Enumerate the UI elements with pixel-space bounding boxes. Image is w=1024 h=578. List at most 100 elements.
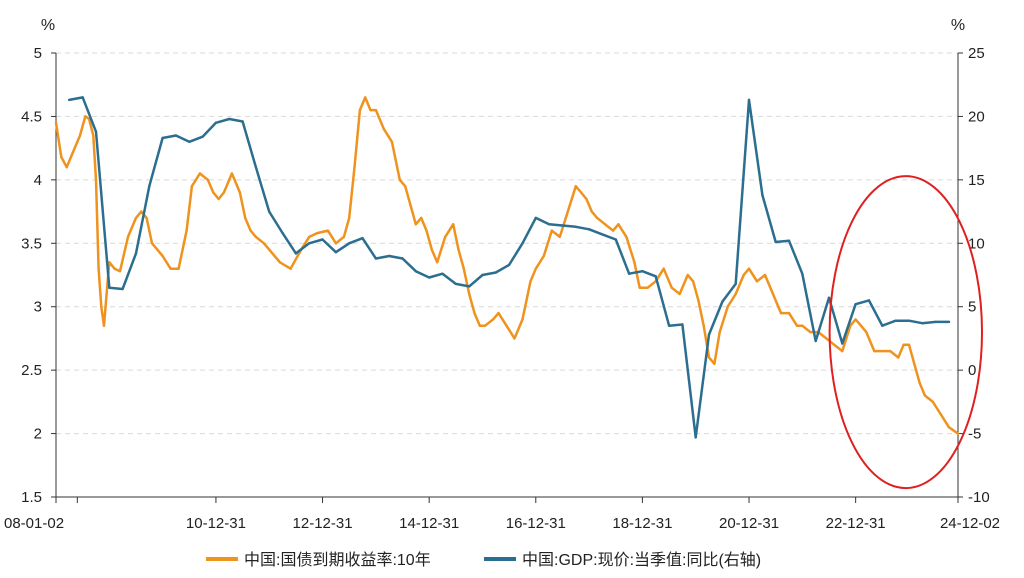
series-0-point-125 (865, 330, 868, 334)
right-tick-label-7: 25 (968, 45, 985, 62)
x-tick-label-5: 18-12-31 (612, 515, 672, 532)
series-0-point-89 (611, 229, 615, 232)
series-0-point-38 (262, 242, 266, 245)
legend: 中国:国债到期收益率:10年 中国:GDP:现价:当季值:同比(右轴) (206, 551, 761, 569)
series-0-point-58 (409, 204, 412, 207)
series-1-point-16 (281, 231, 284, 235)
right-tick-label-5: 15 (968, 172, 985, 189)
series-0-point-108 (742, 273, 745, 277)
x-tick-label-2: 12-12-31 (293, 515, 353, 532)
series-0-point-62 (430, 248, 433, 251)
series-0-point-11 (102, 324, 106, 327)
series-0-point-35 (244, 216, 247, 220)
series-1-point-10 (201, 135, 204, 138)
series-1-point-53 (774, 240, 777, 244)
series-0-point-132 (913, 362, 916, 365)
series-0-point-9 (97, 267, 100, 270)
left-tick-label-6: 4.5 (21, 108, 42, 125)
series-0-point-34 (238, 191, 242, 194)
series-0-point-103 (707, 356, 711, 359)
x-tick-label-7: 22-12-31 (826, 515, 886, 532)
series-0-point-19 (145, 216, 148, 220)
series-0-point-121 (841, 349, 844, 353)
series-0-point-69 (473, 311, 476, 315)
series-0-point-72 (491, 318, 495, 321)
left-axis-unit: % (41, 17, 55, 34)
series-1-point-51 (747, 98, 751, 102)
series-0-point-86 (590, 210, 593, 213)
right-tick-label-3: 5 (968, 299, 976, 316)
x-tick-label-4: 16-12-31 (506, 515, 566, 532)
series-1-point-62 (894, 319, 897, 322)
series-0-point-64 (444, 235, 447, 239)
series-1-point-22 (361, 237, 364, 240)
series-1-point-41 (614, 238, 617, 241)
series-0-point-83 (574, 185, 577, 188)
series-0-point-109 (747, 267, 751, 270)
series-1-point-28 (441, 272, 444, 275)
right-tick-label-4: 10 (968, 235, 985, 252)
series-0-point-117 (809, 330, 812, 334)
right-tick-label-1: -5 (968, 426, 981, 443)
series-0-point-66 (457, 248, 460, 251)
series-0-point-127 (881, 349, 884, 353)
series-1-point-39 (587, 228, 591, 231)
series-0-point-59 (414, 223, 417, 226)
series-0-point-93 (638, 286, 641, 289)
series-0-point-106 (726, 305, 729, 308)
series-0-point-48 (348, 216, 351, 220)
series-1-line (68, 96, 951, 439)
series-0-point-37 (254, 235, 258, 239)
series-0-point-40 (278, 261, 282, 264)
series-0-point-7 (92, 134, 95, 137)
grid-lines (56, 52, 958, 435)
series-layer (54, 96, 960, 439)
series-1-point-12 (228, 117, 231, 121)
series-1-point-36 (547, 223, 551, 226)
series-0-point-52 (369, 108, 372, 112)
series-1-point-64 (921, 322, 924, 325)
series-0-point-73 (497, 311, 500, 315)
series-1-point-61 (881, 324, 884, 327)
series-0-point-114 (787, 311, 791, 315)
series-1-point-66 (947, 320, 951, 324)
series-1-point-31 (481, 273, 484, 277)
left-tick-label-5: 4 (34, 172, 42, 189)
series-0-point-12 (105, 292, 108, 296)
legend-item-gdp: 中国:GDP:现价:当季值:同比(右轴) (484, 551, 761, 569)
series-0-point-100 (691, 280, 695, 283)
series-0-point-29 (206, 178, 210, 182)
series-1-point-9 (188, 140, 191, 143)
series-1-point-17 (294, 252, 298, 255)
series-0-point-85 (585, 197, 588, 201)
right-tick-label-6: 20 (968, 108, 985, 125)
series-0-point-131 (907, 343, 911, 346)
series-1-point-32 (494, 271, 497, 274)
series-0-point-88 (603, 223, 607, 226)
series-0-point-44 (316, 231, 319, 235)
series-1-point-7 (161, 136, 164, 140)
series-0-point-4 (78, 134, 82, 137)
series-0-point-51 (364, 96, 367, 99)
series-0-point-16 (126, 235, 130, 239)
series-0-point-23 (161, 254, 164, 258)
series-0-point-21 (150, 242, 154, 245)
series-0-point-46 (334, 242, 338, 245)
series-0-point-30 (212, 191, 215, 194)
series-0-point-63 (436, 261, 439, 264)
series-0-point-124 (859, 324, 863, 327)
left-tick-label-7: 5 (34, 45, 42, 62)
series-1-point-23 (374, 257, 378, 260)
series-1-point-47 (694, 436, 697, 439)
series-0-point-137 (947, 426, 951, 429)
x-axis-ticks: 08-01-02 10-12-31 12-12-31 14-12-31 16-12-31… (4, 497, 1000, 532)
series-0-point-116 (801, 324, 804, 327)
series-1-point-26 (414, 270, 417, 273)
series-0-point-115 (795, 324, 799, 327)
series-0-point-14 (113, 267, 116, 270)
series-1-point-45 (667, 324, 671, 327)
series-1-point-2 (94, 130, 98, 133)
series-1-point-33 (507, 263, 511, 267)
series-0-point-79 (542, 254, 545, 258)
series-1-point-34 (521, 242, 524, 245)
